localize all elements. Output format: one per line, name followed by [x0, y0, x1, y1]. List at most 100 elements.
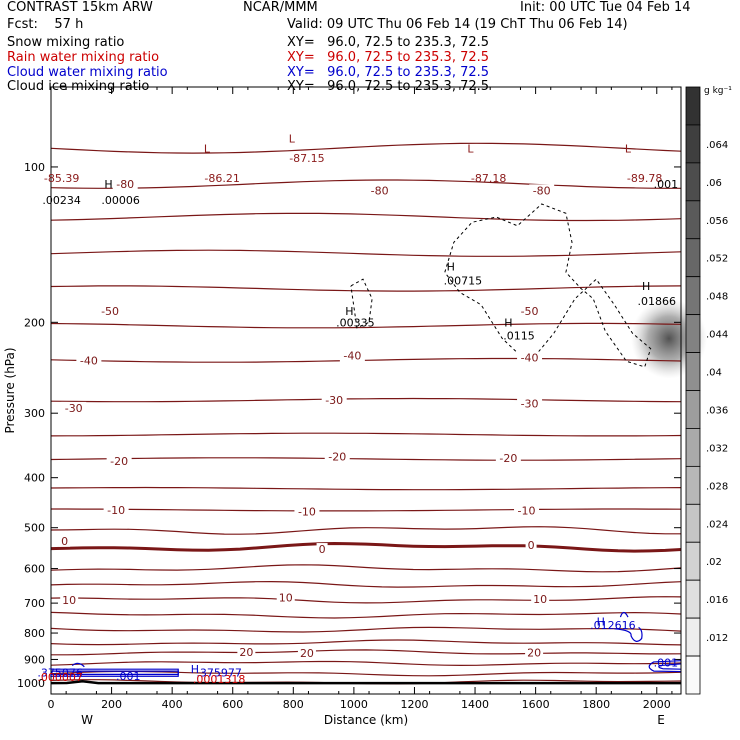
contour-label-bg	[367, 184, 393, 197]
contour-label-bg	[529, 184, 555, 197]
contour-label-bg	[525, 646, 544, 659]
extrema-label: L	[289, 132, 296, 145]
model-title: CONTRAST 15km ARW	[7, 0, 153, 15]
extrema-label: .01866	[638, 295, 677, 308]
contour-label-bg	[297, 647, 316, 660]
temperature-contour-label: -10	[518, 504, 536, 517]
x-tick-label: 2000	[643, 698, 671, 711]
colorbar-tick-label: .032	[706, 443, 728, 454]
plot-frame	[50, 86, 682, 695]
temperature-contour-label: 20	[300, 647, 314, 660]
colorbar-cell	[685, 86, 701, 126]
extrema-label: .375977	[196, 666, 242, 679]
plot-border	[50, 86, 682, 695]
colorbar: .012 .016 .02 .024 .028 .032 .036 .04 .044 .048 .0…	[685, 86, 732, 695]
temperature-contour-label: -20	[110, 455, 128, 468]
extrema-label: H	[447, 261, 455, 274]
temperature-contour-line	[51, 508, 682, 512]
contour-label-bg	[517, 351, 543, 364]
snow-dashed-contours	[350, 203, 652, 368]
y-tick-label: 600	[24, 563, 45, 576]
temperature-contour-line	[50, 397, 682, 403]
surface-line	[50, 680, 681, 685]
temperature-contour-line	[50, 611, 682, 619]
cloud-water-contours	[51, 611, 682, 677]
colorbar-tick-label: .052	[706, 254, 728, 265]
colorbar-tick-label: .02	[706, 557, 722, 568]
contour-label-bg	[339, 349, 365, 362]
extrema-label: .012616	[590, 619, 636, 632]
snow-contour	[350, 278, 373, 329]
east-label: E	[657, 713, 665, 727]
extrema-label: -87.18	[471, 172, 506, 185]
temperature-contour-label: -20	[328, 451, 346, 464]
contour-label-bg	[106, 454, 132, 467]
temperature-contour-label: 10	[533, 593, 547, 606]
extrema-label: H	[104, 178, 112, 191]
temperature-contour-line	[50, 596, 682, 604]
contour-label-bg	[324, 450, 350, 463]
colorbar-tick-label: .036	[706, 405, 728, 416]
extrema-label: H	[345, 305, 353, 318]
temperature-contour-line	[50, 626, 682, 633]
temperature-contour-line	[50, 322, 682, 329]
contour-label-bg	[517, 397, 543, 410]
cloud-water-contour	[619, 611, 629, 618]
contour-label-bg	[316, 543, 328, 556]
cloud-water-contour	[648, 660, 682, 673]
temperature-contour-label: 10	[279, 591, 293, 604]
y-tick-label: 900	[24, 653, 45, 666]
y-tick-label: 500	[24, 522, 45, 535]
extrema-label: -86.21	[204, 172, 239, 185]
extrema-label: .00006	[101, 194, 140, 207]
cloud-water-contour	[51, 670, 179, 675]
x-tick-label: 1200	[400, 698, 428, 711]
y-tick-label: 200	[24, 316, 45, 329]
temperature-contour-label: 20	[239, 646, 253, 659]
contour-label-bg	[97, 304, 123, 317]
colorbar-cell	[685, 503, 701, 543]
extrema-label: H	[642, 280, 650, 293]
extrema-label: -89.78	[627, 172, 662, 185]
contour-label-bg	[294, 505, 320, 518]
axis-ticks: 0 200 400 600 800 1000 1200 1400 1600 1800 2000100…	[3, 87, 681, 727]
extrema-label: L	[467, 142, 474, 155]
forecast-hour: Fcst: 57 h	[7, 17, 84, 32]
contour-label-bg	[321, 394, 347, 407]
temperature-contour-line	[50, 670, 682, 677]
colorbar-units: g kg⁻¹	[704, 86, 732, 96]
colorbar-tick-label: .016	[706, 595, 728, 606]
cloud-water-contour	[614, 626, 643, 642]
colorbar-tick-label: .012	[706, 633, 728, 644]
x-tick-label: 1800	[582, 698, 610, 711]
contour-label-bg	[525, 538, 537, 551]
temperature-contour-label: -50	[101, 305, 119, 318]
temperature-contour-line	[50, 357, 682, 363]
colorbar-cell	[685, 162, 701, 202]
y-axis-label: Pressure (hPa)	[3, 347, 17, 433]
temperature-contour-label: 10	[62, 594, 76, 607]
colorbar-cell	[685, 465, 701, 505]
temperature-contour-label: -40	[343, 350, 361, 363]
temperature-contour-label: -40	[521, 352, 539, 365]
temperature-contour-label: 0	[528, 539, 535, 552]
contour-label-bg	[517, 304, 543, 317]
colorbar-cell	[685, 276, 701, 316]
extrema-label: -85.39	[44, 172, 79, 185]
colorbar-tick-label: .048	[706, 292, 728, 303]
extrema-label: .001	[116, 670, 141, 683]
extrema-label: H	[504, 316, 512, 329]
x-tick-label: 1600	[522, 698, 550, 711]
temperature-contour-line	[50, 142, 682, 154]
contour-label-bg	[276, 591, 295, 604]
contour-labels: -80 -80 -80 -50 -50 -40 -40 -40 -30 -30 -30 -20 -20 -…	[37, 132, 678, 685]
contour-label-bg	[112, 178, 138, 191]
extrema-label: .0001318	[193, 673, 246, 686]
field-name-cloud-water: Cloud water mixing ratio	[7, 65, 168, 80]
colorbar-cell	[685, 200, 701, 240]
x-tick-label: 800	[283, 698, 304, 711]
extrema-label: .00715	[444, 275, 483, 288]
colorbar-cell	[685, 541, 701, 581]
y-tick-label: 400	[24, 472, 45, 485]
colorbar-cell	[685, 124, 701, 164]
